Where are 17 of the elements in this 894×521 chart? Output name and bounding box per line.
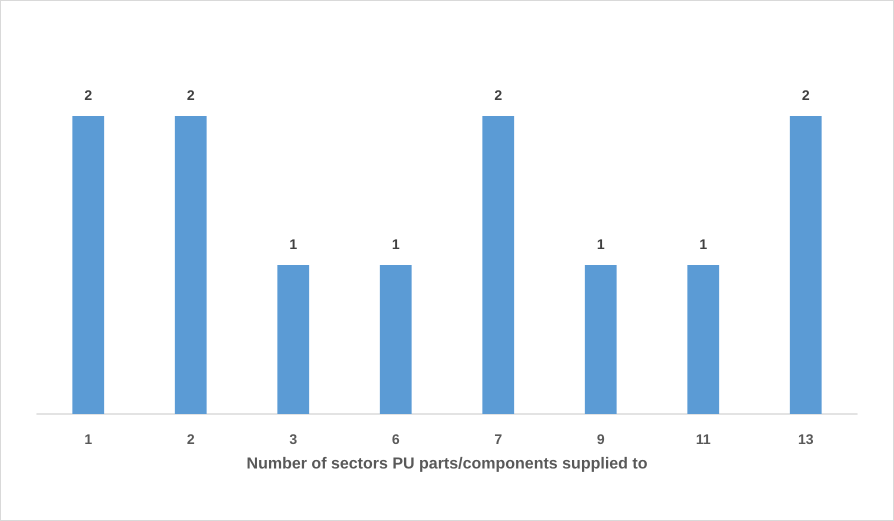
data-label: 2 (802, 87, 810, 103)
x-tick-label: 11 (696, 431, 711, 447)
x-tick-label: 2 (186, 431, 195, 447)
x-tick-label: 7 (494, 431, 502, 447)
x-tick-label: 6 (392, 431, 400, 447)
x-axis-title: Number of sectors PU parts/components supplied to (246, 456, 648, 472)
data-label: 2 (494, 87, 502, 103)
x-tick-label: 13 (798, 431, 814, 447)
data-label: 1 (392, 236, 400, 252)
x-tick-label: 3 (289, 431, 298, 447)
data-label: 1 (596, 236, 605, 252)
data-label: 2 (84, 87, 92, 103)
data-label: 2 (186, 87, 195, 103)
data-label: 1 (699, 236, 708, 252)
data-label: 1 (289, 236, 298, 252)
x-tick-label: 1 (84, 431, 92, 447)
x-tick-label: 9 (596, 431, 605, 447)
